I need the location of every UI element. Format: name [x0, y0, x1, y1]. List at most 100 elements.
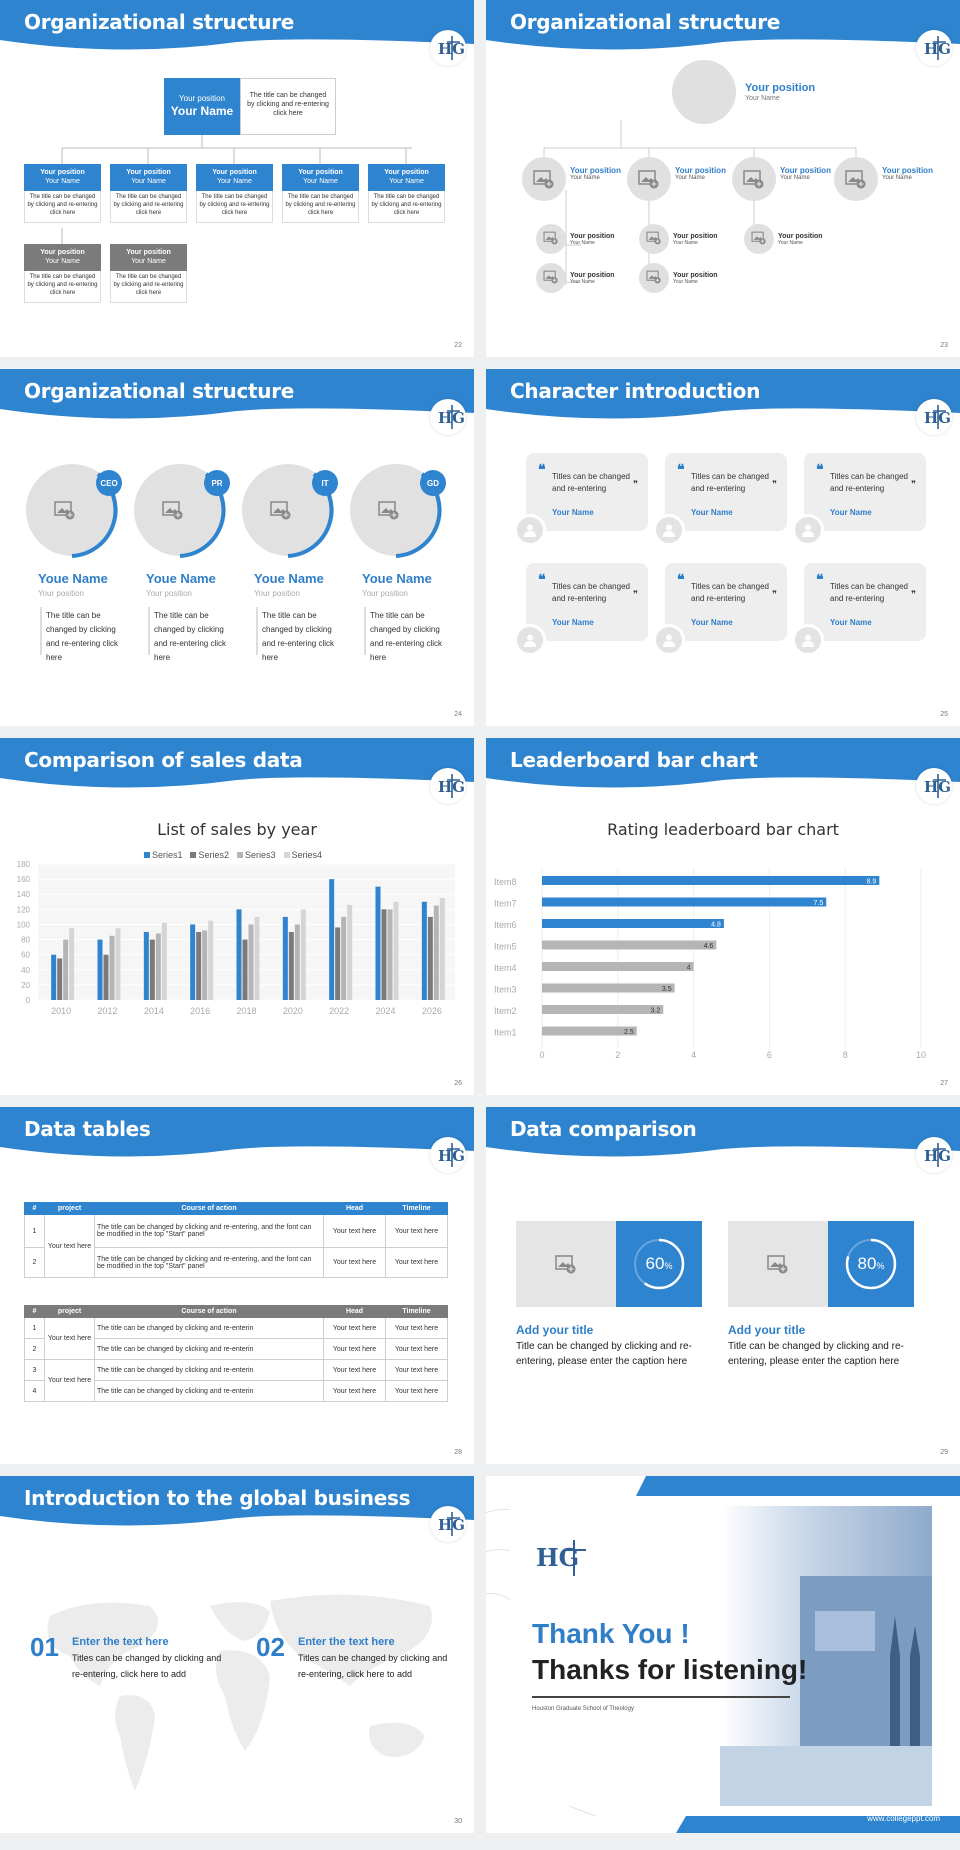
y-tick-label: 60 [21, 951, 30, 960]
top-desc: The title can be changed by clicking and… [240, 78, 336, 135]
image-placeholder[interactable] [728, 1221, 828, 1307]
website-link[interactable]: www.collegeppt.com [867, 1814, 940, 1823]
slide-25: Character introduction HG 25 ❝ ❞ Titles … [486, 369, 960, 726]
world-map [47, 1594, 432, 1791]
org-card: Your position Your Name The title can be… [110, 164, 187, 223]
photo-placeholder[interactable] [522, 157, 566, 201]
bar [329, 879, 335, 1000]
photo-placeholder[interactable] [536, 263, 566, 293]
divider [40, 607, 42, 655]
photo-placeholder[interactable] [732, 157, 776, 201]
bar [387, 909, 393, 1000]
x-tick-label: 0 [539, 1050, 544, 1060]
quote-text: Titles can be changed and re-entering [552, 582, 630, 603]
role-badge: CEO [96, 470, 122, 496]
name: Your Name [131, 258, 166, 265]
sub-node: Your position Your Name [570, 233, 615, 246]
page-number: 30 [454, 1818, 462, 1825]
page-number: 29 [940, 1449, 948, 1456]
mid-node: Your position Your Name [570, 166, 621, 181]
card-header: Your position Your Name [282, 164, 359, 191]
person-circle: IT [240, 464, 340, 564]
slide-header: Organizational structure [0, 0, 474, 58]
name: Your Name [570, 279, 595, 285]
photo-icon[interactable] [378, 500, 400, 525]
photo-placeholder[interactable] [744, 224, 774, 254]
x-tick-label: 6 [767, 1050, 772, 1060]
avatar[interactable] [653, 514, 685, 546]
cell: 4 [24, 1380, 45, 1402]
cell: Your text here [323, 1214, 386, 1248]
quote-text: Titles can be changed and re-entering [691, 472, 769, 493]
photo-placeholder[interactable] [672, 60, 736, 124]
quote-open-icon: ❝ [677, 571, 685, 587]
y-tick-label: Item5 [494, 942, 517, 952]
y-tick-label: Item2 [494, 1006, 517, 1016]
photo-placeholder[interactable] [536, 224, 566, 254]
page-number: 25 [940, 711, 948, 718]
role-badge: PR [204, 470, 230, 496]
name: Your Name [570, 175, 600, 181]
table-row: 2 The title can be changed by clicking a… [24, 1338, 448, 1360]
x-tick-label: 2024 [375, 1006, 395, 1016]
photo-placeholder[interactable] [639, 263, 669, 293]
avatar[interactable] [792, 624, 824, 656]
data-table-1: # project Course of action Head Timeline… [24, 1202, 448, 1278]
y-tick-label: 160 [17, 875, 31, 884]
data-label: 4.6 [704, 943, 714, 950]
th: Course of action [94, 1305, 324, 1318]
avatar[interactable] [514, 514, 546, 546]
listening-text: Thanks for listening! [532, 1654, 808, 1685]
name: Your Name [745, 95, 780, 102]
photo-placeholder[interactable] [834, 157, 878, 201]
quote-close-icon: ❞ [633, 589, 638, 599]
photo-placeholder[interactable] [639, 224, 669, 254]
avatar[interactable] [792, 514, 824, 546]
photo-icon[interactable] [54, 500, 76, 525]
quote-text: Titles can be changed and re-entering [691, 582, 769, 603]
image-placeholder[interactable] [516, 1221, 616, 1307]
cell: Your text here [385, 1338, 448, 1360]
legend-label: Series3 [245, 850, 276, 860]
th: # [24, 1202, 45, 1215]
org-card: Your position Your Name The title can be… [24, 164, 101, 223]
org-card: Your position Your Name The title can be… [368, 164, 445, 223]
cell: 1 [24, 1214, 45, 1248]
cell: Your text here [385, 1214, 448, 1248]
th: project [44, 1305, 95, 1318]
org-card: Your position Your Name The title can be… [24, 244, 101, 303]
bar [143, 932, 149, 1000]
bar [97, 939, 103, 1000]
x-tick-label: 2012 [97, 1006, 117, 1016]
person-desc: The title can be changed by clicking and… [370, 611, 443, 662]
photo-icon[interactable] [270, 500, 292, 525]
bar [439, 898, 445, 1000]
chart-title: Rating leaderboard bar chart [607, 820, 839, 839]
photo-placeholder[interactable] [627, 157, 671, 201]
top-node: Your position Your Name [164, 78, 240, 135]
person-position: Your position [146, 589, 192, 598]
cell: Your text here [385, 1317, 448, 1339]
quote-close-icon: ❞ [911, 589, 916, 599]
item-desc: Titles can be changed by clicking and re… [72, 1653, 222, 1679]
quote-open-icon: ❝ [816, 461, 824, 477]
item-heading: Enter the text here [72, 1636, 169, 1648]
data-table-2: # project Course of action Head Timeline… [24, 1305, 448, 1402]
slide-27: Leaderboard bar chart HG 27 Rating leade… [486, 738, 960, 1095]
position: Your position [126, 249, 171, 256]
avatar[interactable] [514, 624, 546, 656]
bar [202, 930, 208, 1000]
bar [375, 886, 381, 1000]
slide-header: Character introduction [486, 369, 960, 427]
item-desc: Title can be changed by clicking and re-… [516, 1341, 692, 1367]
slide-title: Character introduction [510, 379, 761, 403]
sales-chart: 0 20 40 60 80 100 120 140 160 180 2010 2012 2014 2016… [17, 860, 455, 1016]
position: Your position [673, 233, 718, 240]
photo-icon[interactable] [162, 500, 184, 525]
avatar[interactable] [653, 624, 685, 656]
logo-badge: HG [430, 399, 466, 435]
bar [63, 939, 69, 1000]
org-card: Your position Your Name The title can be… [110, 244, 187, 303]
slide-22: Organizational structure HG 22 Your posi… [0, 0, 474, 357]
legend-item: Series3 [237, 850, 276, 860]
